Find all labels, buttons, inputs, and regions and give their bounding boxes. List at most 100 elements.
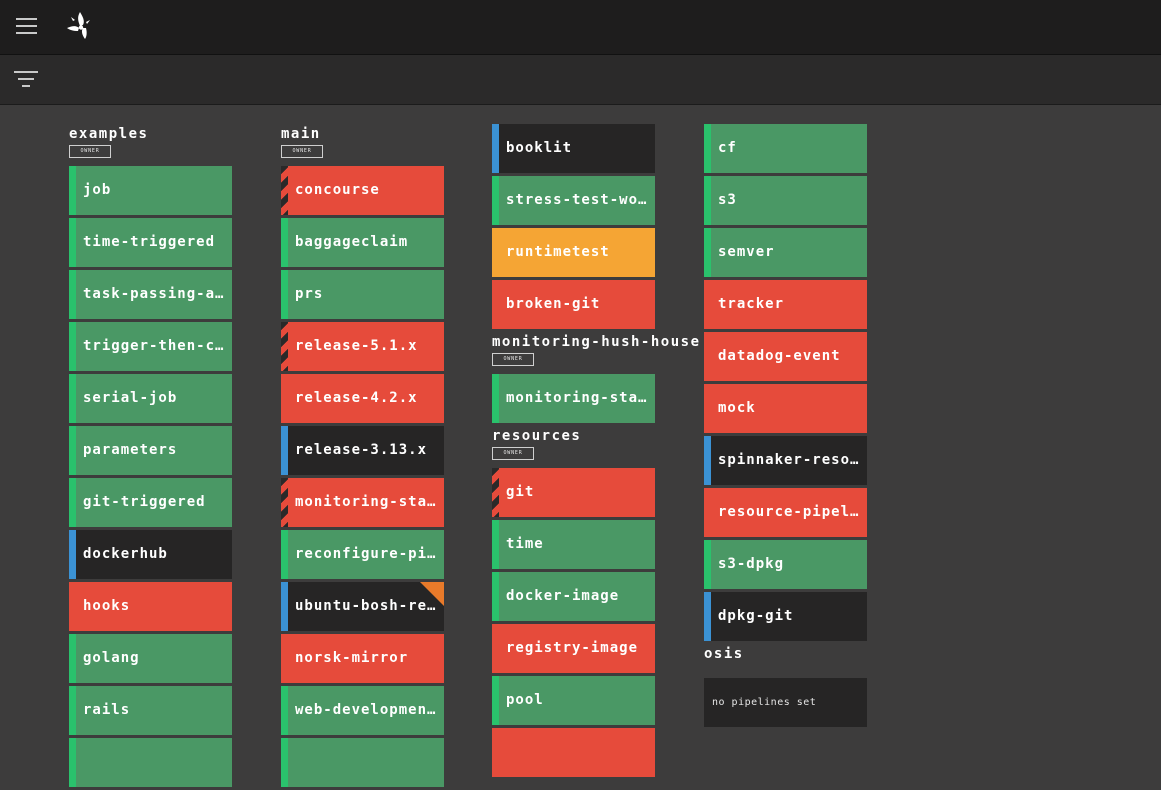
pipeline-name[interactable]: web-development [295,702,436,718]
pipeline-name[interactable]: reconfigure-pip… [295,546,436,562]
pipeline-card[interactable]: s3 [704,176,867,225]
pipeline-name[interactable]: cf [718,140,737,156]
pipeline-card[interactable]: cf [704,124,867,173]
team-name[interactable]: main [281,126,321,142]
pipeline-card[interactable]: web-development [281,686,444,735]
pipeline-name[interactable]: spinnaker-resou… [718,452,859,468]
pipeline-name[interactable]: task-passing-ar… [83,286,224,302]
pipeline-card[interactable]: rails [69,686,232,735]
menu-icon[interactable] [16,18,37,34]
pipeline-card[interactable]: dpkg-git [704,592,867,641]
pipeline-card[interactable]: tracker [704,280,867,329]
pipeline-card[interactable]: registry-image [492,624,655,673]
pipeline-card[interactable]: hooks [69,582,232,631]
pipeline-card[interactable] [492,728,655,777]
team-name[interactable]: examples [69,126,149,142]
pipeline-name[interactable]: monitoring-stats [295,494,436,510]
pipeline-name[interactable]: resource-pipeli… [718,504,859,520]
pipeline-name[interactable]: git-triggered [83,494,206,510]
pipeline-name[interactable]: serial-job [83,390,178,406]
team-group: cf s3 semver tracker datadog-event mock spinna… [704,124,867,641]
pipeline-name[interactable]: registry-image [506,640,639,656]
pipeline-name[interactable]: dpkg-git [718,608,794,624]
pipeline-card[interactable]: time-triggered [69,218,232,267]
pipeline-name[interactable]: dockerhub [83,546,168,562]
pipeline-card[interactable]: reconfigure-pip… [281,530,444,579]
team-name[interactable]: monitoring-hush-house [492,334,701,350]
status-bar [281,166,288,215]
pipeline-card[interactable]: serial-job [69,374,232,423]
concourse-logo[interactable] [63,9,97,43]
pipeline-name[interactable]: prs [295,286,324,302]
pipeline-name[interactable]: ubuntu-bosh-rel… [295,598,436,614]
pipeline-card[interactable]: release-3.13.x [281,426,444,475]
pipeline-name[interactable]: s3 [718,192,737,208]
pipeline-name[interactable]: tracker [718,296,785,312]
pipeline-card[interactable] [281,738,444,787]
pipeline-name[interactable]: runtimetest [506,244,610,260]
pipeline-card[interactable]: trigger-then-co… [69,322,232,371]
filter-icon[interactable] [14,71,38,89]
pipeline-card[interactable]: time [492,520,655,569]
pipeline-name[interactable]: release-4.2.x [295,390,418,406]
team-name[interactable]: osis [704,646,744,662]
pipeline-card[interactable]: norsk-mirror [281,634,444,683]
status-bar [492,374,499,423]
pipeline-name[interactable]: mock [718,400,756,416]
pipeline-card[interactable]: release-4.2.x [281,374,444,423]
pipeline-card[interactable]: runtimetest [492,228,655,277]
pipeline-name[interactable]: release-3.13.x [295,442,428,458]
pipeline-name[interactable]: datadog-event [718,348,841,364]
pipeline-card[interactable]: pool [492,676,655,725]
pipeline-card[interactable]: broken-git [492,280,655,329]
pipeline-card[interactable]: prs [281,270,444,319]
pipeline-card[interactable]: dockerhub [69,530,232,579]
owner-badge: OWNER [492,353,534,366]
pipeline-card[interactable]: task-passing-ar… [69,270,232,319]
pipeline-card[interactable]: concourse [281,166,444,215]
pipeline-card[interactable]: semver [704,228,867,277]
pipeline-name[interactable]: norsk-mirror [295,650,409,666]
pipeline-card[interactable]: s3-dpkg [704,540,867,589]
pipeline-name[interactable]: baggageclaim [295,234,409,250]
pipeline-card[interactable]: golang [69,634,232,683]
pipeline-name[interactable]: semver [718,244,775,260]
pipeline-name[interactable]: job [83,182,112,198]
owner-badge: OWNER [69,145,111,158]
pipeline-name[interactable]: pool [506,692,544,708]
pipeline-card[interactable]: git [492,468,655,517]
pipeline-name[interactable]: git [506,484,535,500]
team-name[interactable]: resources [492,428,582,444]
pipeline-card[interactable]: resource-pipeli… [704,488,867,537]
pipeline-card[interactable] [69,738,232,787]
pipeline-card[interactable]: monitoring-stats [492,374,655,423]
pipeline-card[interactable]: git-triggered [69,478,232,527]
pipeline-name[interactable]: parameters [83,442,178,458]
pipeline-card[interactable]: booklit [492,124,655,173]
pipeline-name[interactable]: s3-dpkg [718,556,785,572]
pipeline-name[interactable]: broken-git [506,296,601,312]
pipeline-name[interactable]: time [506,536,544,552]
pipeline-card[interactable]: docker-image [492,572,655,621]
pipeline-name[interactable]: docker-image [506,588,620,604]
pipeline-card[interactable]: parameters [69,426,232,475]
pipeline-name[interactable]: time-triggered [83,234,216,250]
pipeline-name[interactable]: monitoring-stats [506,390,647,406]
pipeline-name[interactable]: golang [83,650,140,666]
pipeline-card[interactable]: job [69,166,232,215]
pipeline-name[interactable]: trigger-then-co… [83,338,224,354]
pipeline-name[interactable]: booklit [506,140,573,156]
pipeline-card[interactable]: datadog-event [704,332,867,381]
pipeline-card[interactable]: baggageclaim [281,218,444,267]
pipeline-name[interactable]: rails [83,702,131,718]
pipeline-card[interactable]: mock [704,384,867,433]
pipeline-name[interactable]: concourse [295,182,380,198]
pipeline-card[interactable]: monitoring-stats [281,478,444,527]
pipeline-name[interactable]: hooks [83,598,131,614]
pipeline-card[interactable]: spinnaker-resou… [704,436,867,485]
pipeline-name[interactable]: release-5.1.x [295,338,418,354]
pipeline-card[interactable]: stress-test-wor… [492,176,655,225]
pipeline-card[interactable]: release-5.1.x [281,322,444,371]
pipeline-name[interactable]: stress-test-wor… [506,192,647,208]
pipeline-card[interactable]: ubuntu-bosh-rel… [281,582,444,631]
